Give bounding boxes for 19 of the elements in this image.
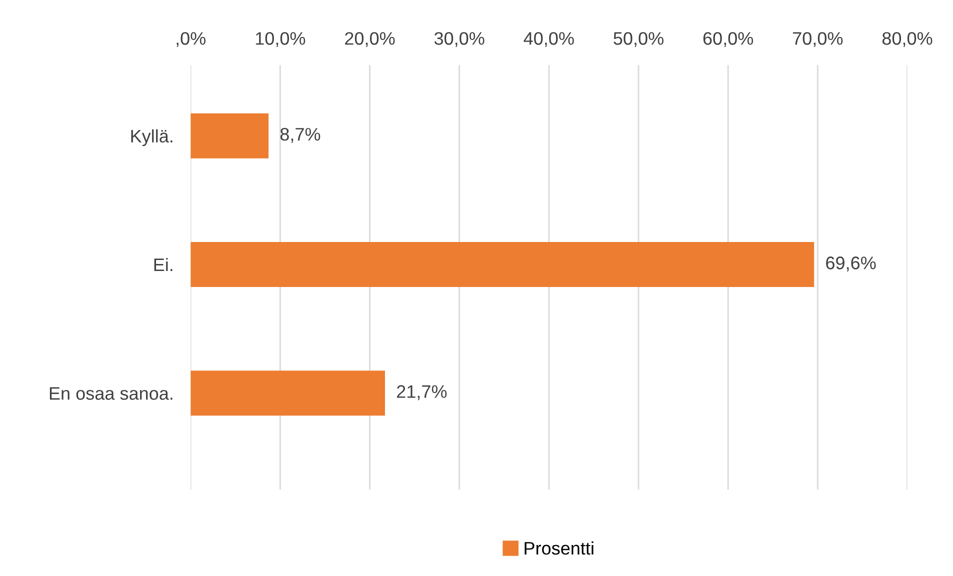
bar: [190, 370, 385, 416]
x-tick-label: 10,0%: [256, 32, 306, 47]
bar: [190, 242, 814, 287]
x-tick-label: 30,0%: [434, 32, 484, 47]
x-tick-label: 80,0%: [882, 32, 932, 47]
legend-label: Prosentti: [524, 541, 594, 555]
x-tick-label: 70,0%: [793, 32, 843, 47]
y-tick-label: En osaa sanoa.: [50, 387, 172, 400]
bar: [190, 113, 269, 158]
y-tick-label: Kyllä.: [131, 129, 172, 146]
data-label: 21,7%: [397, 385, 447, 400]
x-tick-label: 20,0%: [345, 32, 395, 47]
y-tick-label: Ei.: [154, 258, 172, 272]
x-tick-label: 50,0%: [614, 32, 664, 47]
x-tick-label: ,0%: [176, 32, 206, 47]
data-label: 8,7%: [280, 128, 320, 143]
data-label: 69,6%: [826, 256, 876, 272]
x-tick-label: 60,0%: [703, 32, 754, 47]
x-tick-label: 40,0%: [524, 32, 574, 47]
